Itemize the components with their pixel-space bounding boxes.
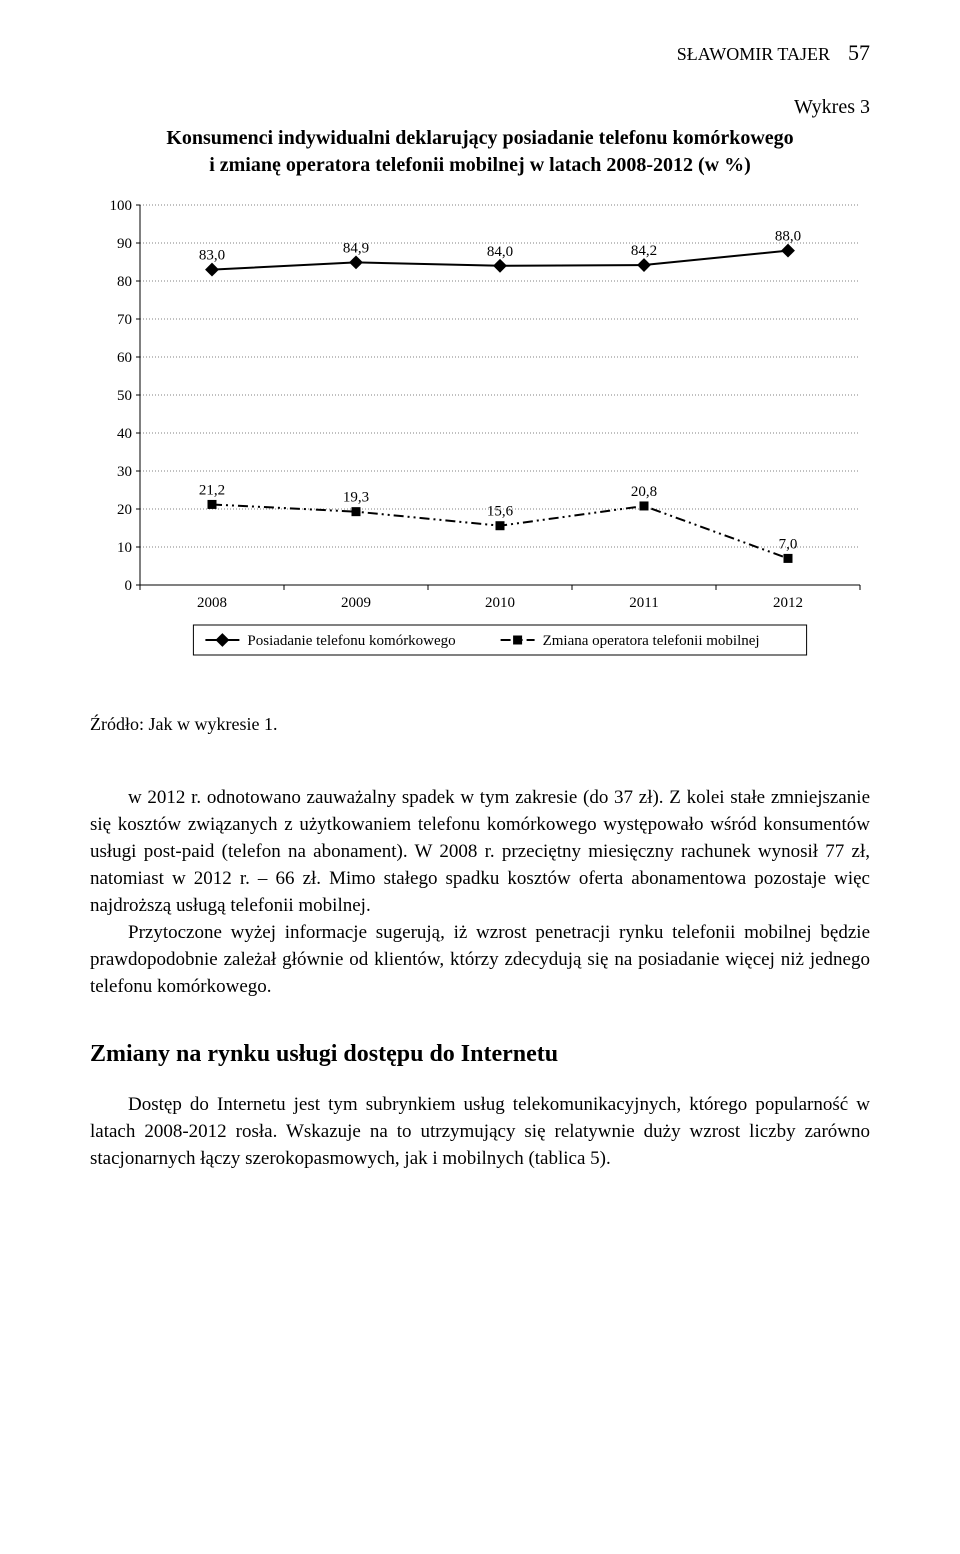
- paragraph-2: Przytoczone wyżej informacje sugerują, i…: [90, 920, 870, 1001]
- svg-text:20,8: 20,8: [631, 484, 657, 500]
- svg-text:21,2: 21,2: [199, 482, 225, 498]
- svg-text:15,6: 15,6: [487, 504, 514, 520]
- paragraph-3: Dostęp do Internetu jest tym subrynkiem …: [90, 1092, 870, 1173]
- svg-text:19,3: 19,3: [343, 490, 369, 506]
- body-text-block-2: Dostęp do Internetu jest tym subrynkiem …: [90, 1092, 870, 1173]
- svg-text:84,0: 84,0: [487, 244, 513, 260]
- svg-text:30: 30: [117, 464, 132, 480]
- section-heading: Zmiany na rynku usługi dostępu do Intern…: [90, 1041, 870, 1068]
- svg-text:10: 10: [117, 540, 132, 556]
- paragraph-1: w 2012 r. odnotowano zauważalny spadek w…: [90, 785, 870, 920]
- svg-text:40: 40: [117, 426, 132, 442]
- svg-text:80: 80: [117, 274, 132, 290]
- svg-text:Posiadanie telefonu komórkoweg: Posiadanie telefonu komórkowego: [247, 633, 455, 649]
- svg-text:2010: 2010: [485, 595, 515, 611]
- svg-text:7,0: 7,0: [779, 536, 798, 552]
- figure-title-line2: i zmianę operatora telefonii mobilnej w …: [209, 154, 751, 176]
- page-container: SŁAWOMIR TAJER 57 Wykres 3 Konsumenci in…: [0, 0, 960, 1233]
- svg-text:83,0: 83,0: [199, 248, 225, 264]
- svg-text:Zmiana operatora telefonii mob: Zmiana operatora telefonii mobilnej: [543, 633, 760, 649]
- svg-text:70: 70: [117, 312, 132, 328]
- chart: 0 10 20 30 40 50 60 70 80 90 100 2008 2009 2010 2011 20…: [90, 195, 870, 690]
- svg-text:20: 20: [117, 502, 132, 518]
- svg-text:2011: 2011: [629, 595, 658, 611]
- svg-text:100: 100: [110, 198, 133, 214]
- header-author: SŁAWOMIR TAJER: [677, 44, 830, 65]
- running-header: SŁAWOMIR TAJER 57: [90, 40, 870, 66]
- svg-text:2008: 2008: [197, 595, 227, 611]
- svg-text:2009: 2009: [341, 595, 371, 611]
- svg-text:88,0: 88,0: [775, 229, 801, 245]
- header-page-number: 57: [848, 40, 870, 66]
- svg-text:2012: 2012: [773, 595, 803, 611]
- figure-label: Wykres 3: [90, 96, 870, 119]
- svg-text:90: 90: [117, 236, 132, 252]
- figure-title-line1: Konsumenci indywidualni deklarujący posi…: [166, 127, 793, 149]
- svg-text:84,2: 84,2: [631, 243, 657, 259]
- svg-text:60: 60: [117, 350, 132, 366]
- svg-text:50: 50: [117, 388, 132, 404]
- svg-text:84,9: 84,9: [343, 240, 369, 256]
- figure-title: Konsumenci indywidualni deklarujący posi…: [90, 125, 870, 179]
- svg-text:0: 0: [125, 578, 133, 594]
- chart-svg: 0 10 20 30 40 50 60 70 80 90 100 2008 2009 2010 2011 20…: [90, 195, 870, 685]
- body-text-block-1: w 2012 r. odnotowano zauważalny spadek w…: [90, 785, 870, 1001]
- figure-source: Źródło: Jak w wykresie 1.: [90, 714, 870, 735]
